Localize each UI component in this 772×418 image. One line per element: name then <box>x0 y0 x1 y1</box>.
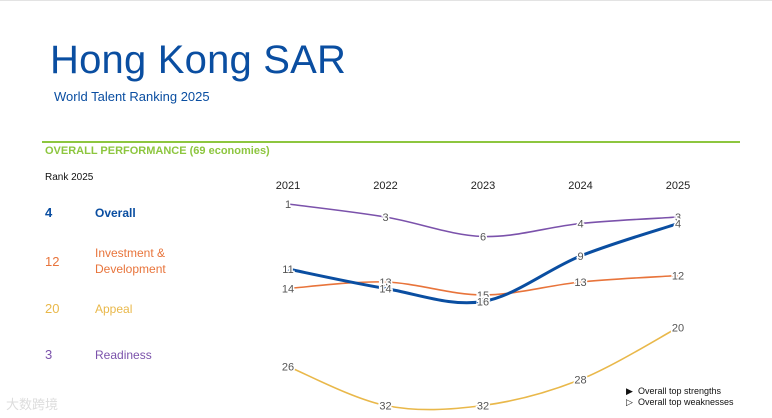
readiness-rank: 3 <box>45 347 53 362</box>
year-label-2023: 2023 <box>471 180 495 192</box>
data-label-readiness-2024: 4 <box>577 219 583 231</box>
filled-triangle-icon: ▶ <box>626 386 633 396</box>
overall-label-line: Overall <box>95 206 136 220</box>
year-label-2024: 2024 <box>568 180 592 192</box>
data-label-appeal-2021: 26 <box>282 362 294 374</box>
legend-weaknesses: ▷ Overall top weaknesses <box>626 397 734 408</box>
series-line-appeal <box>287 326 679 411</box>
year-label-2021: 2021 <box>276 180 300 192</box>
data-label-readiness-2021: 1 <box>285 199 291 211</box>
top-divider <box>0 0 772 1</box>
hollow-triangle-icon: ▷ <box>626 397 633 407</box>
investment-rank: 12 <box>45 254 60 269</box>
data-label-overall-2021: 11 <box>282 264 293 276</box>
data-label-appeal-2023: 32 <box>477 401 489 413</box>
watermark-logo: 大数跨境 <box>6 397 59 412</box>
data-label-investment-development-2024: 13 <box>574 277 586 289</box>
data-label-overall-2024: 9 <box>577 251 583 263</box>
overall-label: Overall <box>95 205 136 221</box>
data-label-overall-2022: 14 <box>379 284 391 296</box>
data-label-appeal-2024: 28 <box>574 375 586 387</box>
investment-label-line-2: Development <box>95 262 166 276</box>
readiness-label-line: Readiness <box>95 348 152 362</box>
readiness-label: Readiness <box>95 347 152 363</box>
section-title: OVERALL PERFORMANCE (69 economies) <box>45 145 270 157</box>
appeal-label-line: Appeal <box>95 302 133 316</box>
data-label-readiness-2022: 3 <box>382 212 388 224</box>
series-line-overall <box>287 222 679 305</box>
series-line-readiness <box>287 203 679 238</box>
overall-rank: 4 <box>45 205 53 220</box>
data-label-readiness-2025: 3 <box>675 212 681 224</box>
legend-strengths: ▶ Overall top strengths <box>626 386 721 397</box>
data-label-investment-development-2025: 12 <box>672 271 684 283</box>
investment-label: Investment & Development <box>95 245 166 277</box>
page-subtitle: World Talent Ranking 2025 <box>54 89 210 104</box>
section-divider <box>42 141 740 143</box>
appeal-label: Appeal <box>95 301 132 317</box>
data-label-appeal-2025: 20 <box>672 323 684 335</box>
data-label-appeal-2022: 32 <box>379 401 391 413</box>
rank-header: Rank 2025 <box>45 172 94 183</box>
data-label-overall-2023: 16 <box>477 297 489 309</box>
page-title: Hong Kong SAR <box>50 38 347 82</box>
data-label-investment-development-2021: 14 <box>282 284 294 296</box>
appeal-rank: 20 <box>45 301 60 316</box>
data-label-overall-2025: 4 <box>675 219 681 231</box>
legend-weaknesses-label: Overall top weaknesses <box>638 397 734 407</box>
year-label-2025: 2025 <box>666 180 690 192</box>
year-label-2022: 2022 <box>373 180 397 192</box>
legend-strengths-label: Overall top strengths <box>638 386 722 396</box>
data-label-readiness-2023: 6 <box>480 232 486 244</box>
investment-label-line-1: Investment & <box>95 246 166 260</box>
